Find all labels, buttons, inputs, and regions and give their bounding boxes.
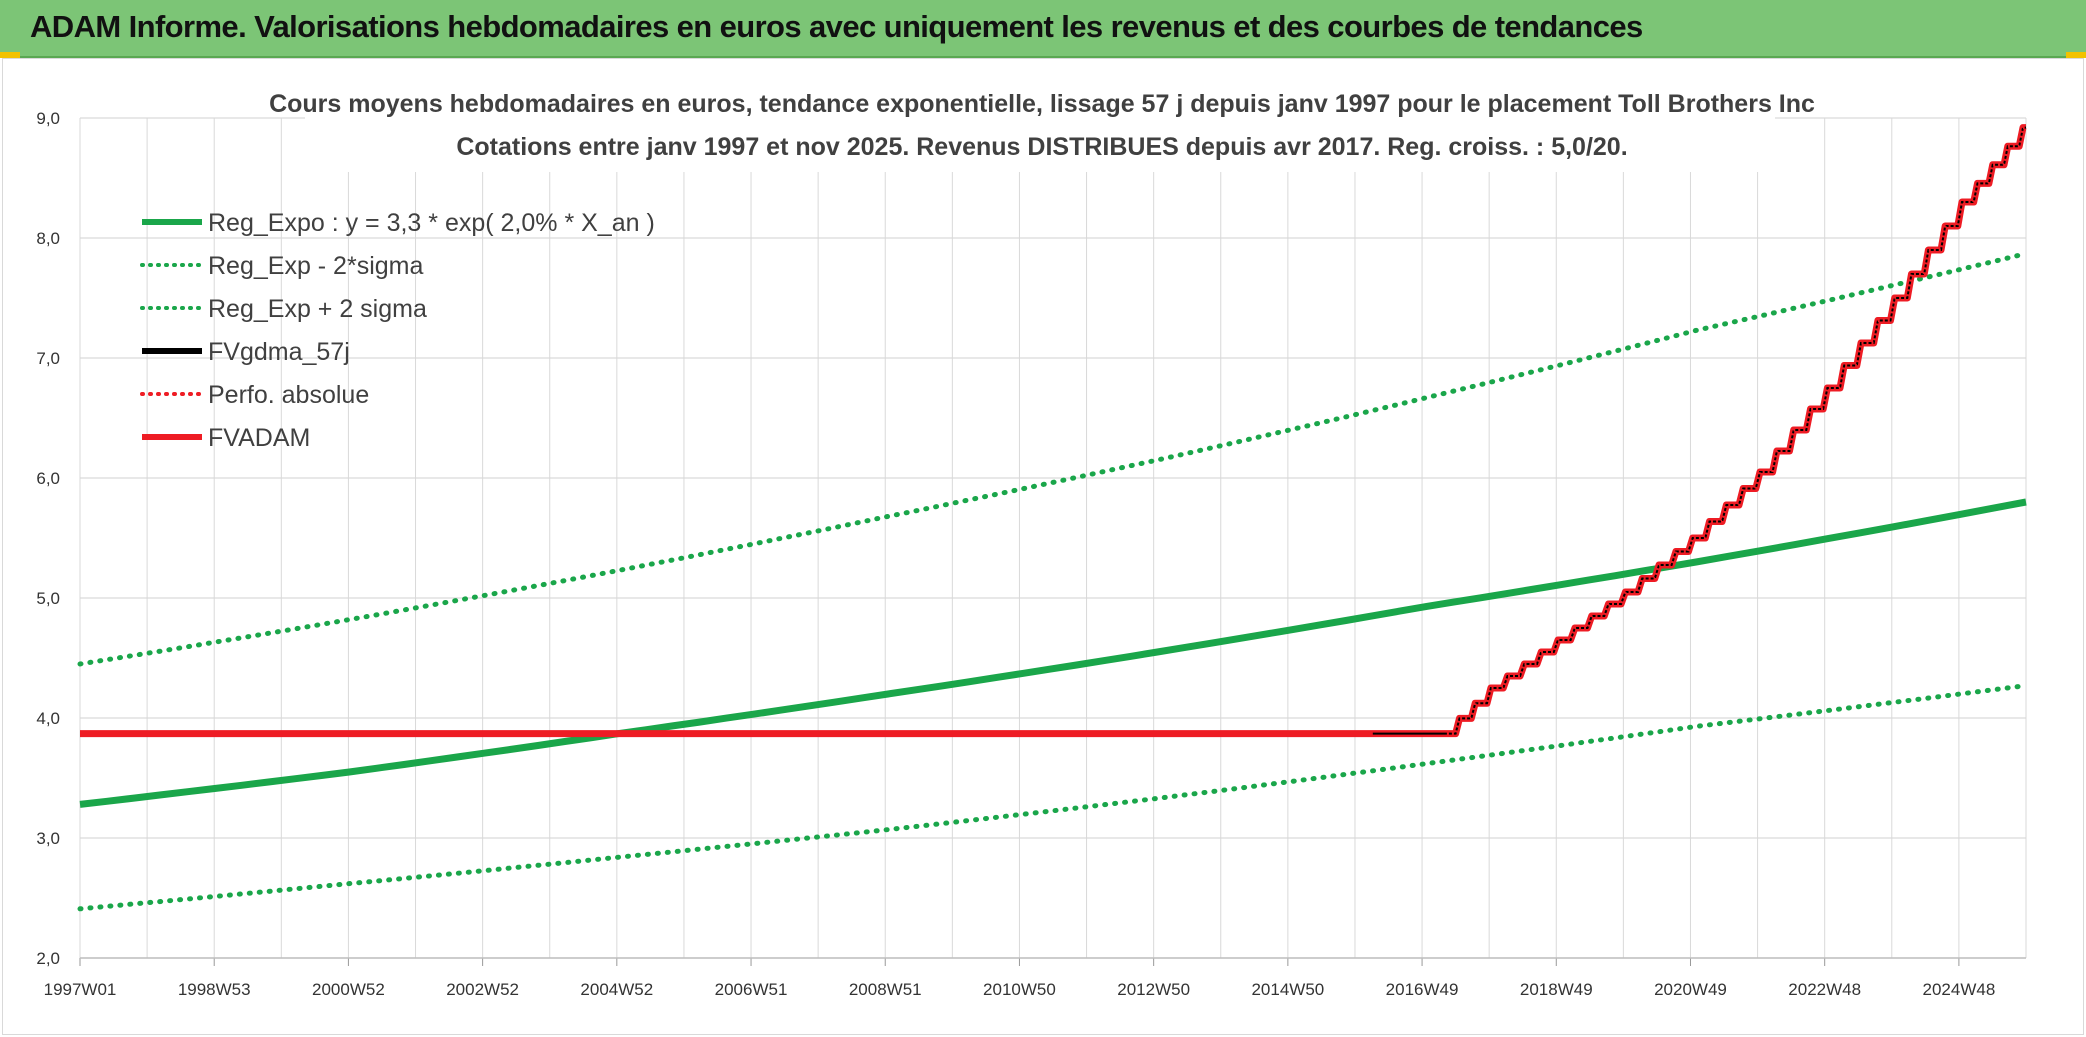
- legend-label: Reg_Expo : y = 3,3 * exp( 2,0% * X_an ): [208, 209, 655, 237]
- x-tick-label: 2016W49: [1386, 980, 1459, 999]
- corner-mark-left: [0, 52, 20, 58]
- y-tick-label: 3,0: [36, 829, 60, 848]
- y-tick-label: 7,0: [36, 349, 60, 368]
- x-tick-label: 2004W52: [580, 980, 653, 999]
- y-tick-label: 8,0: [36, 229, 60, 248]
- x-tick-label: 2022W48: [1788, 980, 1861, 999]
- x-tick-label: 2012W50: [1117, 980, 1190, 999]
- series-line-reg-exp-plus-2sigma: [77, 251, 2029, 667]
- x-axis: 1997W01 1998W53 2000W52 2002W52 2004W52 2006W…: [44, 957, 2026, 999]
- legend: Reg_Expo : y = 3,3 * exp( 2,0% * X_an ) R…: [140, 209, 655, 452]
- x-tick-label: 2018W49: [1520, 980, 1593, 999]
- legend-label: Perfo. absolue: [208, 381, 369, 409]
- x-tick-label: 2000W52: [312, 980, 385, 999]
- x-tick-label: 2014W50: [1251, 980, 1324, 999]
- x-tick-label: 1997W01: [44, 980, 117, 999]
- chart-title-line2: Cotations entre janv 1997 et nov 2025. R…: [456, 133, 1627, 161]
- y-tick-label: 4,0: [36, 709, 60, 728]
- legend-label: Reg_Exp - 2*sigma: [208, 252, 423, 280]
- y-tick-label: 6,0: [36, 469, 60, 488]
- x-tick-label: 2006W51: [715, 980, 788, 999]
- legend-label: Reg_Exp + 2 sigma: [208, 295, 427, 323]
- title-background: [305, 82, 1775, 172]
- gridlines: [79, 117, 2027, 959]
- legend-label: FVADAM: [208, 424, 310, 452]
- x-tick-label: 2020W49: [1654, 980, 1727, 999]
- chart-title-line1: Cours moyens hebdomadaires en euros, ten…: [269, 90, 1815, 118]
- x-tick-label: 2024W48: [1923, 980, 1996, 999]
- legend-label: FVgdma_57j: [208, 338, 350, 366]
- chart-frame: [2, 58, 2084, 1035]
- x-tick-label: 2008W51: [849, 980, 922, 999]
- series-line-reg-expo: [79, 498, 2027, 808]
- series-line-perfo-absolue: [1446, 126, 2026, 736]
- x-tick-label: 1998W53: [178, 980, 251, 999]
- corner-mark-right: [2066, 52, 2086, 58]
- series-line-fvgdma-57j: [1372, 126, 2026, 735]
- x-tick-label: 2010W50: [983, 980, 1056, 999]
- page-title: ADAM Informe. Valorisations hebdomadaire…: [30, 9, 1643, 44]
- series-lines: [77, 124, 2029, 912]
- series-line-reg-exp-minus-2sigma: [77, 683, 2029, 912]
- y-axis: 2,0 3,0 4,0 5,0 6,0 7,0 8,0 9,0: [36, 109, 60, 968]
- header-banner: ADAM Informe. Valorisations hebdomadaire…: [0, 0, 2086, 58]
- y-tick-label: 5,0: [36, 589, 60, 608]
- y-tick-label: 2,0: [36, 949, 60, 968]
- x-tick-label: 2002W52: [446, 980, 519, 999]
- y-tick-label: 9,0: [36, 109, 60, 128]
